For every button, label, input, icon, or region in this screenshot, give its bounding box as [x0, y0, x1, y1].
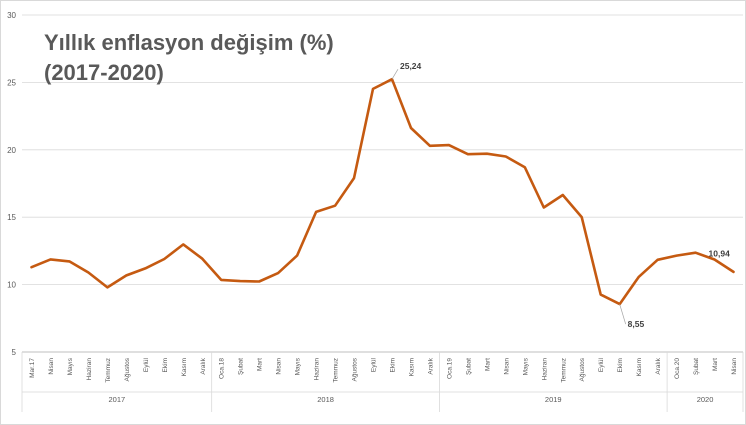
x-tick-label: Oca.18: [219, 358, 226, 379]
year-group-label: 2018: [317, 395, 334, 404]
y-tick-label: 10: [7, 281, 16, 290]
x-tick-label: Haziran: [314, 358, 321, 381]
x-tick-label: Ağustos: [124, 357, 131, 381]
y-tick-label: 30: [7, 11, 16, 20]
x-tick-label: Haziran: [86, 358, 93, 381]
x-tick-label: Nisan: [503, 358, 510, 375]
series-line: [30, 77, 735, 306]
x-tick-label: Eylül: [598, 357, 605, 372]
data-label-leader: [391, 68, 399, 80]
x-tick-label: Oca.20: [674, 358, 681, 379]
y-tick-label: 25: [7, 78, 16, 87]
year-group-label: 2019: [545, 395, 562, 404]
x-tick-label: Şubat: [465, 358, 472, 375]
x-tick-label: Mayıs: [522, 357, 529, 375]
x-tick-label: Haziran: [541, 358, 548, 381]
x-tick-label: Mayıs: [67, 357, 74, 375]
x-tick-label: Şubat: [238, 358, 245, 375]
year-group-label: 2017: [109, 395, 126, 404]
x-tick-label: Aralık: [427, 357, 434, 374]
x-tick-label: Mart: [712, 358, 719, 371]
data-label-leader: [619, 304, 627, 325]
x-tick-label: Nisan: [276, 358, 283, 375]
x-tick-label: Temmuz: [105, 358, 112, 383]
y-tick-label: 15: [7, 213, 16, 222]
x-tick-label: Oca.19: [446, 358, 453, 379]
x-tick-label: Ekim: [389, 358, 396, 372]
x-tick-label: Aralık: [200, 357, 207, 374]
y-axis-ticks: 5 10 15 20 25 30: [7, 11, 16, 357]
x-tick-label: Ekim: [617, 358, 624, 372]
gridlines: [22, 14, 743, 286]
chart-title-line-2: (2017-2020): [44, 60, 164, 85]
data-label: 10,94: [709, 249, 731, 259]
x-tick-label: Ağustos: [579, 357, 586, 381]
x-tick-label: Şubat: [693, 358, 700, 375]
x-tick-label: Temmuz: [333, 358, 340, 383]
data-label: 25,24: [400, 61, 422, 71]
y-tick-label: 5: [12, 348, 17, 357]
chart-title: Yıllık enflasyon değişim (%) (2017-2020): [44, 30, 334, 85]
data-label: 8,55: [628, 319, 645, 329]
data-labels: 25,24 8,55 10,94: [391, 61, 731, 329]
x-tick-label: Nisan: [731, 358, 738, 375]
x-tick-label: Mar.17: [29, 358, 36, 378]
x-tick-label: Ekim: [162, 358, 169, 372]
x-tick-label: Mart: [484, 358, 491, 371]
x-tick-label: Kasım: [181, 358, 188, 376]
x-tick-label: Ağustos: [352, 357, 359, 381]
x-axis: Mar.17 Nisan Mayıs Haziran Temmuz Ağustos Eylü…: [21, 351, 744, 412]
chart-title-line-1: Yıllık enflasyon değişim (%): [44, 30, 334, 55]
x-tick-label: Kasım: [408, 358, 415, 376]
x-tick-label: Eylül: [371, 357, 378, 372]
year-group-label: 2020: [697, 395, 714, 404]
x-tick-label: Temmuz: [560, 358, 567, 383]
x-tick-label: Kasım: [636, 358, 643, 376]
x-tick-label: Aralık: [655, 357, 662, 374]
x-tick-label: Nisan: [48, 358, 55, 375]
x-tick-label: Mart: [257, 358, 264, 371]
inflation-line: [30, 77, 735, 306]
y-tick-label: 20: [7, 146, 16, 155]
x-tick-label: Mayıs: [295, 357, 302, 375]
x-tick-label: Eylül: [143, 357, 150, 372]
